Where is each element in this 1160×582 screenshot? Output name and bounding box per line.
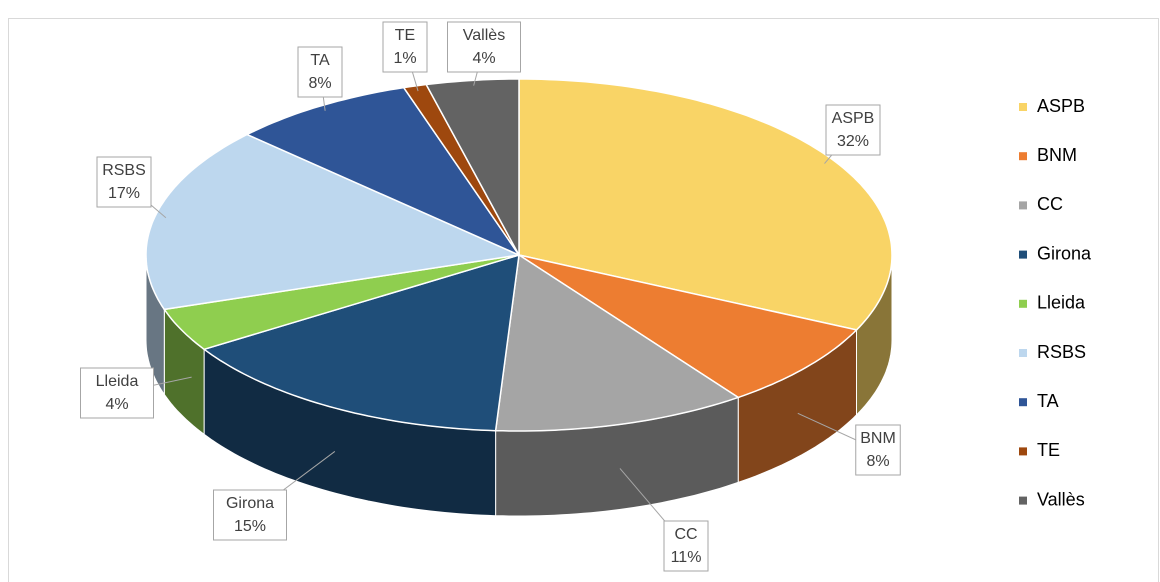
data-label: Lleida 4% bbox=[80, 367, 154, 419]
legend-swatch bbox=[1019, 152, 1027, 161]
legend-label: Lleida bbox=[1037, 293, 1086, 313]
label-category: Vallès bbox=[463, 27, 505, 44]
label-category: TA bbox=[310, 52, 330, 69]
slice bbox=[425, 78, 520, 256]
legend-label: Vallès bbox=[1037, 489, 1085, 509]
label-value: 11% bbox=[671, 549, 702, 566]
legend-label: Girona bbox=[1037, 243, 1092, 263]
chart-border bbox=[8, 18, 1159, 582]
slice bbox=[518, 78, 893, 331]
label-category: ASPB bbox=[832, 110, 875, 127]
legend-swatch bbox=[1019, 250, 1027, 259]
legend-swatch bbox=[1019, 103, 1027, 111]
legend-label: TE bbox=[1037, 440, 1060, 460]
label-box bbox=[825, 104, 881, 156]
label-box bbox=[447, 21, 521, 73]
label-value: 8% bbox=[308, 75, 331, 92]
data-label: CC 11% bbox=[663, 520, 709, 572]
label-box bbox=[213, 489, 287, 541]
label-category: RSBS bbox=[102, 162, 146, 179]
data-label: Vallès 4% bbox=[447, 21, 521, 73]
label-box bbox=[96, 156, 152, 208]
data-label: RSBS 17% bbox=[96, 156, 152, 208]
legend-label: CC bbox=[1037, 194, 1063, 214]
slice bbox=[202, 253, 520, 432]
label-box bbox=[663, 520, 709, 572]
label-box bbox=[855, 424, 901, 476]
legend-swatch bbox=[1019, 447, 1027, 456]
legend-label: RSBS bbox=[1037, 342, 1086, 362]
label-category: Lleida bbox=[96, 373, 139, 390]
data-label: Girona 15% bbox=[213, 489, 287, 541]
label-value: 4% bbox=[472, 50, 495, 67]
slice bbox=[145, 133, 522, 311]
legend-label: BNM bbox=[1037, 145, 1077, 165]
label-value: 15% bbox=[234, 518, 266, 535]
data-label: BNM 8% bbox=[855, 424, 901, 476]
label-value: 1% bbox=[393, 50, 416, 67]
legend-swatch bbox=[1019, 496, 1027, 505]
legend-swatch bbox=[1019, 398, 1027, 407]
label-category: CC bbox=[674, 526, 697, 543]
legend-swatch bbox=[1019, 201, 1027, 210]
legend-swatch bbox=[1019, 299, 1027, 308]
slice bbox=[162, 254, 520, 351]
legend-label: TA bbox=[1037, 391, 1059, 411]
data-label: TA 8% bbox=[297, 46, 343, 98]
label-box bbox=[297, 46, 343, 98]
label-box bbox=[382, 21, 428, 73]
slice bbox=[518, 254, 858, 399]
label-value: 4% bbox=[105, 396, 128, 413]
label-category: BNM bbox=[860, 430, 896, 447]
data-label: ASPB 32% bbox=[825, 104, 881, 156]
label-value: 32% bbox=[837, 133, 869, 150]
label-value: 17% bbox=[108, 185, 140, 202]
slice bbox=[245, 86, 522, 257]
label-value: 8% bbox=[866, 453, 889, 470]
data-label: TE 1% bbox=[382, 21, 428, 73]
label-box bbox=[80, 367, 154, 419]
label-category: Girona bbox=[226, 495, 274, 512]
slice bbox=[494, 253, 740, 432]
legend-label: ASPB bbox=[1037, 96, 1085, 116]
legend-swatch bbox=[1019, 349, 1027, 357]
label-category: TE bbox=[395, 27, 415, 44]
